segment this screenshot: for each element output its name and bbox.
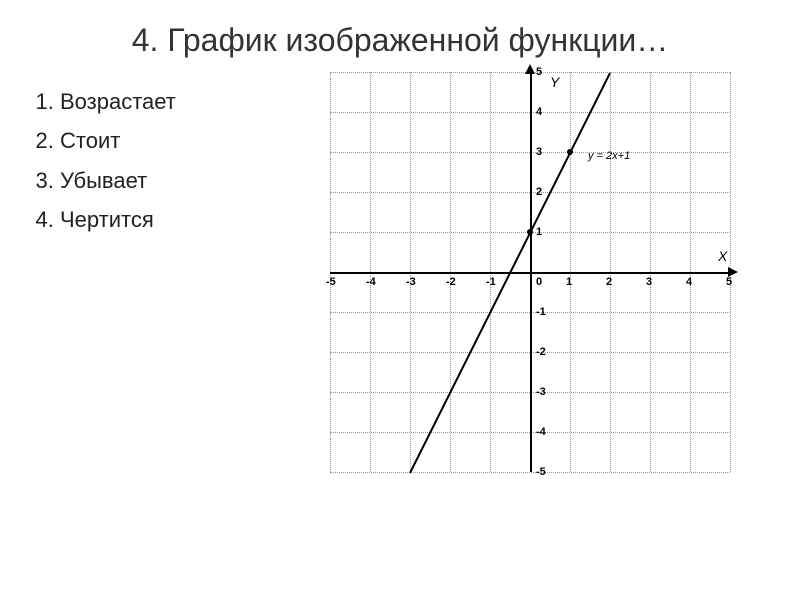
y-tick-label: -1 <box>536 306 546 318</box>
y-tick-label: -5 <box>536 466 546 478</box>
equation-label: y = 2x+1 <box>588 150 630 162</box>
x-tick-label: 3 <box>646 276 652 288</box>
content-area: Возрастает Стоит Убывает Чертится -5 -4 -3… <box>0 72 800 472</box>
origin-label: 0 <box>536 276 542 288</box>
y-tick-label: 1 <box>536 226 542 238</box>
y-tick-label: 5 <box>536 66 542 78</box>
y-tick-label: 4 <box>536 106 542 118</box>
x-tick-label: -4 <box>366 276 376 288</box>
answer-option-4: Чертится <box>60 200 280 240</box>
data-point <box>567 149 573 155</box>
x-tick-label: -1 <box>486 276 496 288</box>
x-tick-label: -5 <box>326 276 336 288</box>
y-tick-label: 2 <box>536 186 542 198</box>
x-tick-label: -3 <box>406 276 416 288</box>
answer-option-1: Возрастает <box>60 82 280 122</box>
y-axis-arrow-icon <box>525 64 535 74</box>
y-tick-label: 3 <box>536 146 542 158</box>
y-axis-label: Y <box>550 74 559 90</box>
grid-line-horizontal <box>330 472 730 473</box>
y-tick-label: -4 <box>536 426 546 438</box>
x-tick-label: 4 <box>686 276 692 288</box>
function-chart: -5-4-3-2-112345-5-4-3-2-1123450YXy = 2x+… <box>330 72 730 472</box>
answer-option-3: Убывает <box>60 161 280 201</box>
x-tick-label: 2 <box>606 276 612 288</box>
answer-list: Возрастает Стоит Убывает Чертится <box>20 72 280 472</box>
x-tick-label: -2 <box>446 276 456 288</box>
y-tick-label: -2 <box>536 346 546 358</box>
answer-option-2: Стоит <box>60 121 280 161</box>
x-axis-label: X <box>718 248 727 264</box>
y-axis <box>530 72 532 472</box>
question-title: 4. График изображенной функции… <box>0 0 800 72</box>
data-point <box>527 229 533 235</box>
chart-container: -5-4-3-2-112345-5-4-3-2-1123450YXy = 2x+… <box>280 72 780 472</box>
x-tick-label: 1 <box>566 276 572 288</box>
y-tick-label: -3 <box>536 386 546 398</box>
x-tick-label: 5 <box>726 276 732 288</box>
